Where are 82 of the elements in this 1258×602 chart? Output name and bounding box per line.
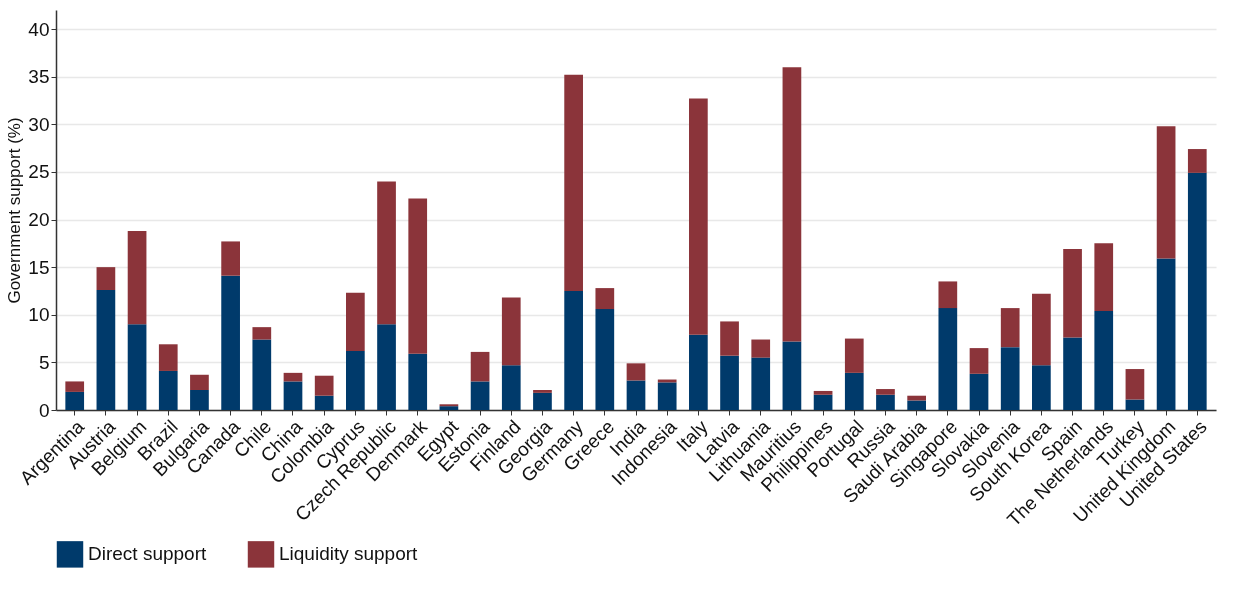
bar [720, 321, 739, 356]
bar [314, 395, 334, 410]
bar [1156, 126, 1176, 259]
bar [221, 275, 240, 410]
bar [1063, 249, 1082, 338]
bar [127, 230, 147, 325]
legend-label: Direct support [88, 543, 207, 565]
bar [470, 351, 490, 382]
bar [782, 67, 802, 342]
bar [782, 341, 802, 410]
bar [969, 373, 989, 410]
bar [595, 309, 615, 410]
bar [1032, 365, 1051, 410]
bar [314, 375, 334, 396]
bar [377, 324, 396, 410]
bar [595, 288, 615, 310]
bar [470, 381, 490, 410]
bar [689, 98, 708, 335]
bar [1187, 172, 1207, 410]
bar [938, 308, 958, 410]
bar [1032, 293, 1051, 366]
bar [813, 390, 833, 395]
y-tick-label: 30 [28, 113, 50, 135]
y-tick-label: 35 [28, 66, 50, 88]
bar [1125, 399, 1145, 410]
bar [65, 391, 85, 410]
bar [1000, 347, 1020, 410]
bar [221, 241, 240, 276]
bar [689, 334, 708, 410]
bar [252, 327, 272, 340]
y-tick-label: 0 [38, 399, 50, 421]
bar [938, 281, 958, 309]
bar [158, 344, 178, 371]
bar [190, 390, 209, 410]
bar [190, 374, 209, 390]
bar [844, 338, 864, 373]
bar [346, 350, 365, 410]
y-axis-title: Government support (%) [5, 117, 25, 304]
bar [408, 353, 428, 410]
y-tick-label: 25 [28, 161, 50, 183]
bar [720, 355, 739, 410]
bar [564, 74, 583, 291]
bar [876, 394, 895, 410]
bar [813, 394, 833, 410]
bar [65, 381, 85, 392]
bar [564, 290, 583, 410]
bar [283, 381, 303, 410]
bar [1063, 337, 1082, 410]
bar [158, 370, 178, 410]
bar [96, 290, 116, 410]
bar [1187, 149, 1207, 173]
bar [283, 372, 303, 382]
y-tick-label: 15 [28, 256, 50, 278]
bar [1000, 308, 1020, 348]
bar [346, 292, 365, 351]
bar [377, 181, 396, 325]
y-tick-label: 10 [28, 304, 50, 326]
bar [626, 363, 646, 381]
bar [501, 365, 521, 410]
bar [533, 392, 552, 410]
bar [969, 348, 989, 374]
y-tick-label: 20 [28, 209, 50, 231]
bar [501, 297, 521, 366]
y-tick-label: 5 [38, 351, 50, 373]
legend-label: Liquidity support [279, 543, 419, 565]
bar [1094, 243, 1114, 311]
bar [96, 267, 116, 290]
bar [907, 400, 926, 410]
bar [844, 372, 864, 410]
bar [408, 198, 428, 354]
bar [1125, 369, 1145, 400]
bar [1094, 310, 1114, 410]
bar [533, 390, 552, 393]
bar [127, 324, 147, 410]
y-tick-label: 40 [28, 18, 50, 40]
bar [751, 357, 771, 410]
bar [657, 382, 677, 410]
bar [252, 339, 272, 410]
bar [751, 339, 771, 358]
bar [626, 380, 646, 410]
bar [1156, 258, 1176, 410]
bar [876, 389, 895, 395]
